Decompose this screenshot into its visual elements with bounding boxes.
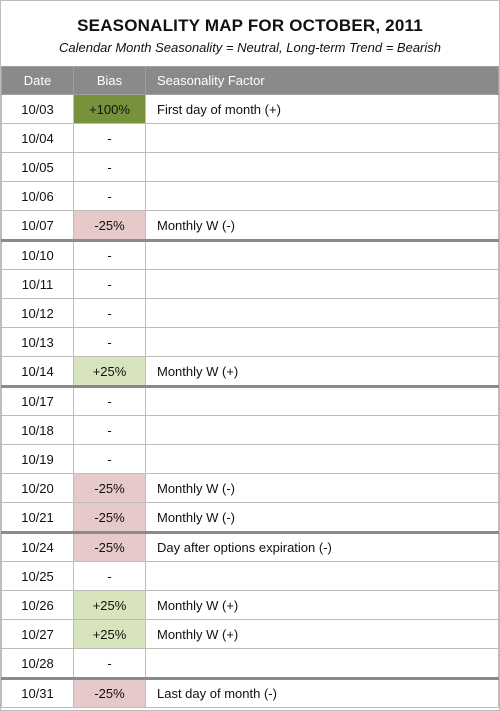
factor-cell [145, 648, 499, 679]
date-cell: 10/07 [1, 210, 74, 241]
bias-cell: -25% [73, 531, 146, 562]
bias-cell: - [73, 269, 146, 299]
date-cell: 10/26 [1, 590, 74, 620]
factor-cell [145, 239, 499, 270]
table-row: 10/24 -25% Day after options expiration (-… [1, 531, 499, 562]
date-cell: 10/18 [1, 415, 74, 445]
date-cell: 10/05 [1, 152, 74, 182]
table-row: 10/27 +25% Monthly W (+) [1, 619, 499, 649]
factor-cell: Last day of month (-) [145, 677, 499, 708]
date-cell: 10/21 [1, 502, 74, 533]
column-header-bias: Bias [73, 66, 146, 95]
table-row: 10/12- [1, 298, 499, 328]
table-row: 10/20 -25% Monthly W (-) [1, 473, 499, 503]
seasonality-table: Date Bias Seasonality Factor 10/03 +100% F… [1, 66, 499, 708]
date-cell: 10/06 [1, 181, 74, 211]
date-cell: 10/14 [1, 356, 74, 387]
factor-cell [145, 123, 499, 153]
bias-cell: +100% [73, 94, 146, 124]
date-cell: 10/27 [1, 619, 74, 649]
table-row: 10/07 -25% Monthly W (-) [1, 210, 499, 241]
factor-cell [145, 269, 499, 299]
date-cell: 10/31 [1, 677, 74, 708]
date-cell: 10/11 [1, 269, 74, 299]
bias-cell: -25% [73, 502, 146, 533]
bias-cell: - [73, 152, 146, 182]
bias-cell: -25% [73, 473, 146, 503]
page-subtitle: Calendar Month Seasonality = Neutral, Lo… [58, 40, 441, 55]
bias-cell: - [73, 444, 146, 474]
factor-cell [145, 415, 499, 445]
table-body: 10/03 +100% First day of month (+) 10/04-10… [1, 94, 499, 708]
column-header-date: Date [1, 66, 74, 95]
table-row: 10/26 +25% Monthly W (+) [1, 590, 499, 620]
date-cell: 10/25 [1, 561, 74, 591]
table-row: 10/18- [1, 415, 499, 445]
table-row: 10/17- [1, 385, 499, 416]
table-row: 10/06- [1, 181, 499, 211]
bias-cell: - [73, 181, 146, 211]
factor-cell: Monthly W (-) [145, 473, 499, 503]
factor-cell: Day after options expiration (-) [145, 531, 499, 562]
date-cell: 10/19 [1, 444, 74, 474]
table-row: 10/04- [1, 123, 499, 153]
bias-cell: +25% [73, 619, 146, 649]
date-cell: 10/13 [1, 327, 74, 357]
bias-cell: - [73, 648, 146, 679]
bias-cell: - [73, 415, 146, 445]
date-cell: 10/17 [1, 385, 74, 416]
date-cell: 10/04 [1, 123, 74, 153]
factor-cell [145, 385, 499, 416]
date-cell: 10/03 [1, 94, 74, 124]
factor-cell: Monthly W (+) [145, 356, 499, 387]
factor-cell [145, 152, 499, 182]
factor-cell [145, 327, 499, 357]
bias-cell: +25% [73, 590, 146, 620]
date-cell: 10/10 [1, 239, 74, 270]
table-row: 10/21 -25% Monthly W (-) [1, 502, 499, 533]
bias-cell: - [73, 298, 146, 328]
table-row: 10/11- [1, 269, 499, 299]
table-row: 10/31 -25% Last day of month (-) [1, 677, 499, 708]
table-row: 10/05- [1, 152, 499, 182]
bias-cell: - [73, 561, 146, 591]
date-cell: 10/24 [1, 531, 74, 562]
factor-cell: Monthly W (+) [145, 590, 499, 620]
table-row: 10/25- [1, 561, 499, 591]
date-cell: 10/28 [1, 648, 74, 679]
factor-cell: Monthly W (+) [145, 619, 499, 649]
bias-cell: -25% [73, 210, 146, 241]
table-header-row: Date Bias Seasonality Factor [1, 66, 499, 95]
date-cell: 10/12 [1, 298, 74, 328]
table-row: 10/13- [1, 327, 499, 357]
table-row: 10/19- [1, 444, 499, 474]
bias-cell: - [73, 385, 146, 416]
table-row: 10/14 +25% Monthly W (+) [1, 356, 499, 387]
page-title: SEASONALITY MAP FOR OCTOBER, 2011 [77, 16, 423, 35]
bias-cell: - [73, 327, 146, 357]
factor-cell [145, 561, 499, 591]
table-row: 10/28- [1, 648, 499, 679]
table-row: 10/03 +100% First day of month (+) [1, 94, 499, 124]
table-row: 10/10- [1, 239, 499, 270]
bias-cell: +25% [73, 356, 146, 387]
date-cell: 10/20 [1, 473, 74, 503]
column-header-factor: Seasonality Factor [145, 66, 499, 95]
bias-cell: - [73, 239, 146, 270]
factor-cell: Monthly W (-) [145, 210, 499, 241]
factor-cell [145, 298, 499, 328]
factor-cell: First day of month (+) [145, 94, 499, 124]
factor-cell [145, 181, 499, 211]
factor-cell: Monthly W (-) [145, 502, 499, 533]
bias-cell: - [73, 123, 146, 153]
bias-cell: -25% [73, 677, 146, 708]
factor-cell [145, 444, 499, 474]
